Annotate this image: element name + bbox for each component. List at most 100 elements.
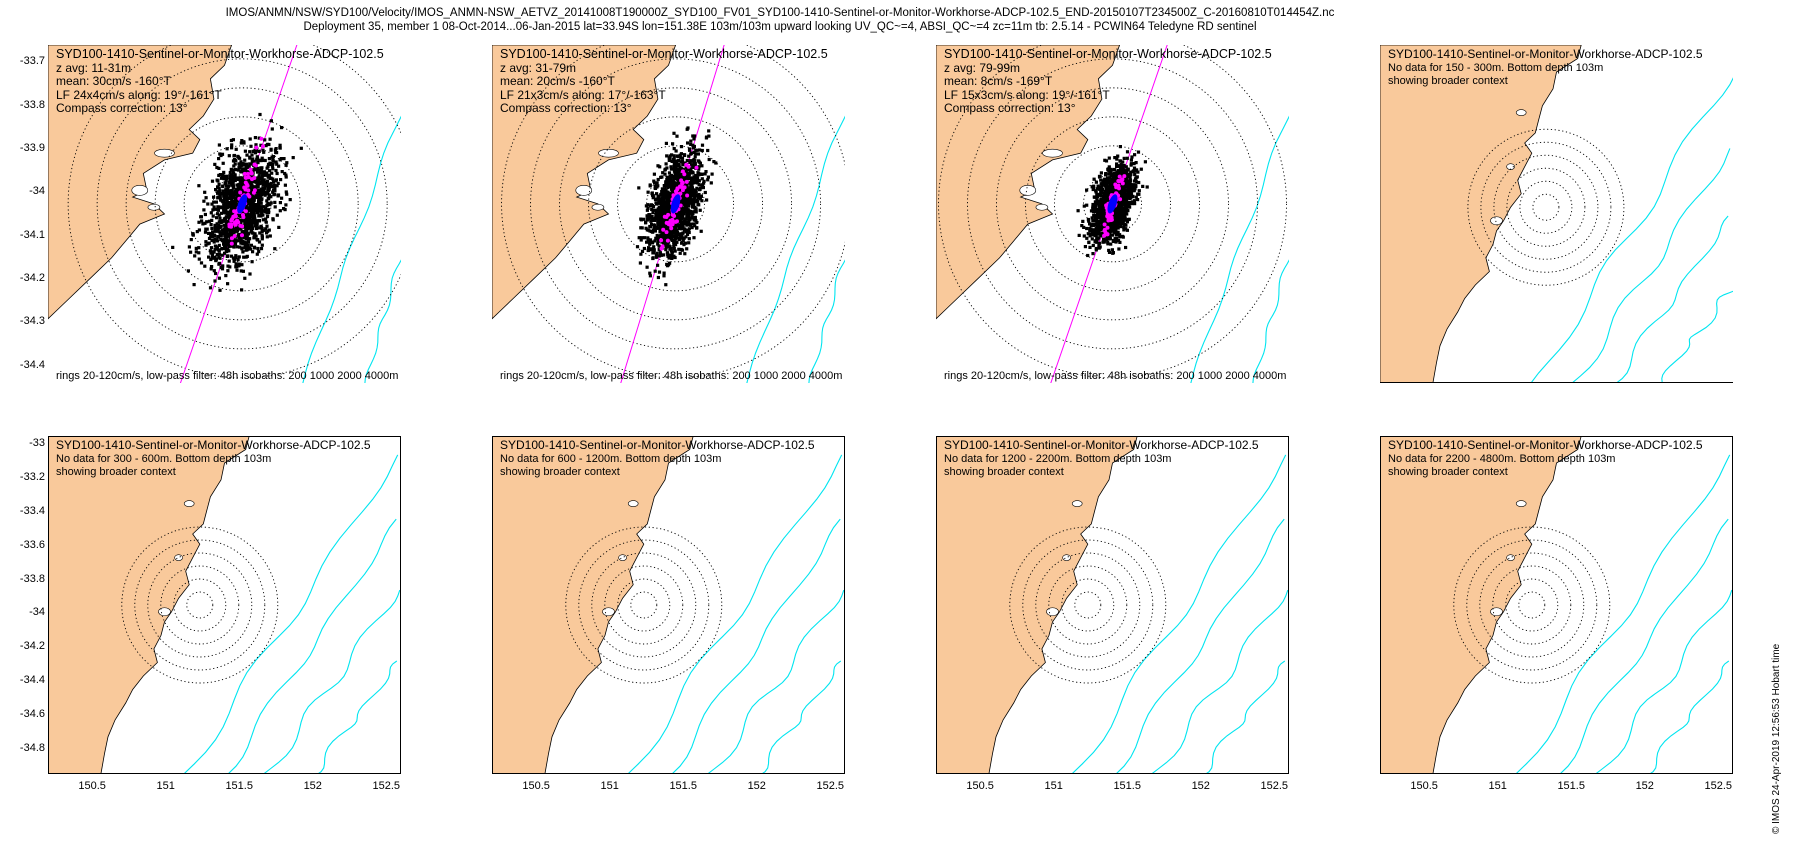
velocity-point (266, 189, 270, 193)
map-panel-1: SYD100-1410-Sentinel-or-Monitor-Workhors… (48, 45, 401, 383)
velocity-point (1119, 162, 1123, 166)
velocity-point (651, 256, 655, 260)
velocity-point (658, 251, 662, 255)
velocity-point (706, 148, 710, 153)
velocity-point (1133, 202, 1137, 206)
x-tick-label: 151 (600, 780, 619, 792)
velocity-point (697, 171, 701, 175)
estuary (183, 500, 195, 507)
velocity-point (220, 228, 224, 232)
velocity-point (213, 207, 217, 211)
velocity-point (246, 213, 250, 217)
velocity-point (653, 208, 657, 212)
velocity-point (271, 190, 275, 194)
velocity-point (213, 226, 217, 230)
velocity-point (261, 218, 265, 222)
y-tick-label: -34.4 (19, 674, 45, 687)
velocity-point (694, 173, 698, 178)
velocity-point (261, 174, 265, 178)
velocity-point (231, 138, 235, 142)
velocity-point (685, 247, 689, 251)
velocity-point (237, 255, 241, 259)
velocity-point (669, 180, 673, 184)
speed-ring (646, 174, 706, 234)
velocity-point (639, 252, 643, 256)
velocity-point (259, 166, 263, 170)
speed-ring (938, 45, 1287, 379)
x-tick-label: 151.5 (669, 780, 697, 792)
y-tick-label: -34.2 (19, 640, 45, 653)
velocity-point (689, 159, 693, 163)
velocity-point (273, 205, 277, 209)
velocity-point (237, 236, 241, 240)
velocity-point (1082, 204, 1086, 208)
lowpass-point (669, 226, 674, 231)
velocity-point (1081, 219, 1085, 223)
y-tick-label: -34.1 (19, 228, 45, 241)
velocity-point (1115, 233, 1119, 237)
speed-ring (1479, 552, 1585, 658)
velocity-point (238, 165, 242, 169)
velocity-point (677, 247, 681, 251)
velocity-point (664, 248, 668, 252)
velocity-point (232, 164, 236, 168)
velocity-point (221, 189, 225, 193)
velocity-point (260, 211, 264, 215)
velocity-point (666, 176, 670, 180)
velocity-point (1105, 181, 1109, 185)
velocity-point (1124, 198, 1129, 202)
velocity-point (265, 224, 269, 228)
velocity-point (275, 184, 279, 188)
velocity-point (239, 183, 243, 187)
isobath-lines (1515, 454, 1733, 774)
map-plot-3 (936, 45, 1289, 383)
velocity-point (284, 163, 288, 167)
isobath-200m (746, 115, 845, 383)
velocity-point (224, 249, 228, 253)
lowpass-point (1117, 179, 1122, 184)
velocity-point (666, 243, 670, 247)
velocity-point (1116, 226, 1120, 230)
velocity-point (227, 249, 231, 253)
map-panel-4: SYD100-1410-Sentinel-or-Monitor-Workhors… (1380, 45, 1733, 383)
velocity-point (684, 241, 688, 245)
velocity-point (1120, 191, 1124, 195)
velocity-point (695, 194, 699, 198)
velocity-point (213, 229, 217, 233)
velocity-point (197, 184, 201, 188)
velocity-point (267, 173, 271, 177)
x-tick-label: 152 (303, 780, 322, 792)
velocity-point (1110, 179, 1114, 183)
velocity-point (1096, 200, 1100, 204)
speed-ring (154, 116, 330, 292)
velocity-point (672, 156, 676, 160)
velocity-point (1122, 156, 1126, 160)
velocity-point (1126, 217, 1130, 222)
velocity-point (284, 175, 288, 179)
velocity-point (243, 244, 248, 248)
x-tick-label: 152.5 (1260, 780, 1289, 792)
velocity-point (658, 214, 662, 218)
velocity-point (655, 192, 659, 196)
velocity-point (217, 223, 221, 228)
velocity-point (264, 144, 268, 148)
lowpass-point (238, 223, 243, 228)
velocity-point (672, 154, 676, 158)
velocity-point (1124, 165, 1128, 169)
velocity-point (689, 222, 693, 226)
velocity-point (700, 199, 704, 203)
velocity-point (674, 243, 678, 247)
velocity-point (706, 175, 710, 179)
velocity-point (271, 155, 275, 159)
velocity-point (1127, 190, 1131, 194)
velocity-point (256, 246, 260, 251)
isobath-1000m (808, 259, 845, 383)
map-panel-3: SYD100-1410-Sentinel-or-Monitor-Workhors… (936, 45, 1289, 383)
velocity-point (670, 187, 674, 191)
velocity-point (1112, 215, 1116, 219)
velocity-point (1111, 175, 1115, 179)
velocity-point (256, 190, 260, 194)
velocity-point (685, 158, 689, 163)
velocity-point (215, 245, 219, 249)
velocity-point (693, 180, 697, 184)
